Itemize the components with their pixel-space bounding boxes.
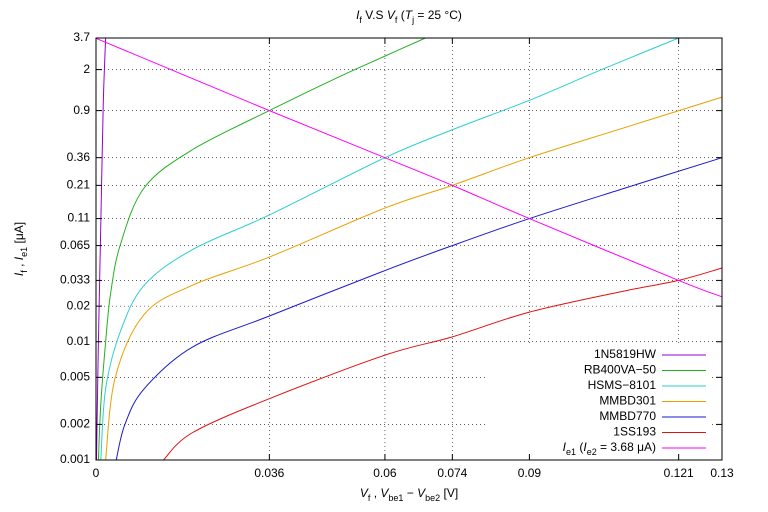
legend-label: RB400VA−50 <box>584 363 656 377</box>
text-part: I <box>563 440 567 454</box>
text-part: f <box>19 270 29 273</box>
text-part: [V] <box>440 486 458 500</box>
y-tick-label: 0.001 <box>60 452 90 466</box>
text-part: e1 <box>19 247 29 257</box>
text-part: f <box>368 493 371 503</box>
x-tick-label: 0.036 <box>254 466 284 480</box>
y-tick-label: 0.033 <box>60 273 90 287</box>
text-part: T <box>405 8 414 22</box>
text-part: ( <box>397 8 404 22</box>
text-part: be1 <box>388 493 403 503</box>
y-tick-label: 0.065 <box>60 238 90 252</box>
text-part: f <box>359 15 362 25</box>
series-line <box>97 37 426 461</box>
y-tick-label: 0.005 <box>60 370 90 384</box>
text-part: be2 <box>425 493 440 503</box>
legend-label: 1SS193 <box>613 425 656 439</box>
legend-label: HSMS−8101 <box>588 378 657 392</box>
axes: 0.001 0.002 0.005 0.01 0.02 0.033 0.065 0.11 0.2… <box>60 30 734 480</box>
y-tick-label: 0.36 <box>67 150 91 164</box>
text-part: [μA] <box>12 222 26 247</box>
text-part: V.S <box>362 8 387 22</box>
text-part: e1 <box>566 447 576 457</box>
y-tick-label: 0.01 <box>67 334 91 348</box>
series-line <box>95 37 723 298</box>
x-axis-label: Vf , Vbe1 − Vbe2 [V] <box>360 486 458 503</box>
x-tick-label: 0 <box>93 466 100 480</box>
y-tick-label: 0.21 <box>67 178 91 192</box>
x-tick-label: 0.121 <box>664 466 694 480</box>
text-part: e2 <box>587 447 597 457</box>
series-line <box>163 267 723 461</box>
text-part: I <box>356 8 360 22</box>
series-line <box>95 37 107 461</box>
text-part: = 3.68 μA) <box>597 440 656 454</box>
text-part: I <box>583 440 587 454</box>
legend-label: MMBD301 <box>599 394 656 408</box>
text-part: ( <box>576 440 583 454</box>
x-tick-label: 0.074 <box>437 466 467 480</box>
text-part: I <box>12 272 26 276</box>
legend-label: MMBD770 <box>599 409 656 423</box>
series-line <box>115 157 723 461</box>
y-tick-label: 0.9 <box>73 103 90 117</box>
text-part: − <box>403 486 417 500</box>
text-part: f <box>395 15 398 25</box>
plot-frame <box>95 37 723 461</box>
text-part: I <box>12 256 26 260</box>
text-part: , <box>12 260 26 270</box>
y-tick-label: 0.002 <box>60 417 90 431</box>
x-tick-label: 0.09 <box>518 466 542 480</box>
series-line <box>100 37 679 461</box>
y-tick-label: 3.7 <box>73 30 90 44</box>
x-tick-label: 0.13 <box>710 466 734 480</box>
plot-area <box>95 37 723 461</box>
text-part: = 25 °C) <box>414 8 462 22</box>
chart-title: If V.S Vf (Tj = 25 °C) <box>356 8 462 25</box>
text-part: , <box>370 486 380 500</box>
y-axis-label: If , Ie1 [μA] <box>12 222 29 276</box>
y-tick-label: 2 <box>83 62 90 76</box>
legend-label: 1N5819HW <box>594 347 657 361</box>
y-tick-label: 0.11 <box>68 211 91 225</box>
text-part: j <box>411 15 414 25</box>
text-part: V <box>360 486 369 500</box>
x-tick-label: 0.06 <box>373 466 397 480</box>
text-part: V <box>417 486 426 500</box>
legend-label: Ie1 (Ie2 = 3.68 μA) <box>563 440 656 457</box>
text-part: V <box>387 8 396 22</box>
text-part: V <box>380 486 389 500</box>
series-line <box>105 96 723 461</box>
y-tick-label: 0.02 <box>67 298 91 312</box>
